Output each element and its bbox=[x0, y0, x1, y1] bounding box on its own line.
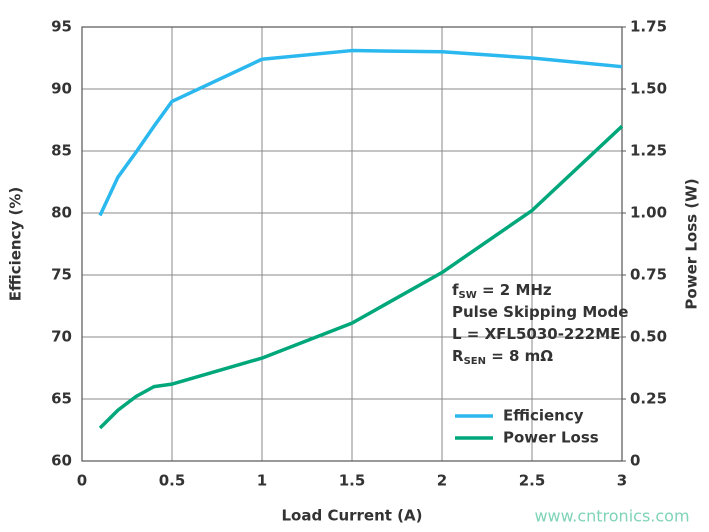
y-tick-label: 60 bbox=[51, 452, 72, 470]
y2-axis-label: Power Loss (W) bbox=[683, 178, 701, 309]
legend-label: Power Loss bbox=[503, 429, 599, 447]
watermark: www.cntronics.com bbox=[534, 507, 689, 526]
annotation: L = XFL5030-222ME bbox=[452, 325, 620, 343]
series-line bbox=[98, 124, 624, 430]
x-tick-label: 2.5 bbox=[519, 472, 546, 490]
y2-tick-label: 1.25 bbox=[630, 142, 667, 160]
y2-tick-label: 1.75 bbox=[630, 18, 667, 36]
y2-tick-label: 1.50 bbox=[630, 80, 667, 98]
series-line bbox=[98, 48, 623, 217]
y-tick-label: 90 bbox=[51, 80, 72, 98]
y-tick-label: 65 bbox=[51, 390, 72, 408]
x-tick-label: 0 bbox=[77, 472, 87, 490]
x-tick-label: 0.5 bbox=[159, 472, 186, 490]
annotation-text: R bbox=[452, 347, 464, 365]
y2-tick-label: 0.50 bbox=[630, 328, 667, 346]
annotation: Pulse Skipping Mode bbox=[452, 303, 628, 321]
annotation-text: = 2 MHz bbox=[477, 281, 552, 299]
annotation-sub: SW bbox=[459, 290, 477, 301]
x-tick-label: 2 bbox=[437, 472, 447, 490]
y2-tick-label: 0.25 bbox=[630, 390, 667, 408]
legend-label: Efficiency bbox=[503, 407, 584, 425]
y2-tick-label: 0.75 bbox=[630, 266, 667, 284]
y-tick-label: 75 bbox=[51, 266, 72, 284]
annotation-text: L = XFL5030-222ME bbox=[452, 325, 620, 343]
x-tick-label: 3 bbox=[617, 472, 627, 490]
y2-tick-label: 0 bbox=[630, 452, 640, 470]
x-tick-label: 1 bbox=[257, 472, 267, 490]
x-tick-label: 1.5 bbox=[339, 472, 366, 490]
x-axis-label: Load Current (A) bbox=[282, 507, 423, 525]
y-tick-label: 70 bbox=[51, 328, 72, 346]
plot-frame bbox=[81, 26, 623, 462]
annotation-sub: SEN bbox=[464, 356, 486, 367]
annotation-text: f bbox=[452, 281, 459, 299]
annotation-text: Pulse Skipping Mode bbox=[452, 303, 628, 321]
y-tick-label: 85 bbox=[51, 142, 72, 160]
y-axis-label: Efficiency (%) bbox=[7, 187, 25, 302]
annotation: fSW = 2 MHz bbox=[452, 281, 552, 302]
y-tick-label: 80 bbox=[51, 204, 72, 222]
annotation-text: = 8 mΩ bbox=[486, 347, 553, 365]
y2-tick-label: 1.00 bbox=[630, 204, 667, 222]
annotation: RSEN = 8 mΩ bbox=[452, 347, 553, 368]
y-tick-label: 95 bbox=[51, 18, 72, 36]
